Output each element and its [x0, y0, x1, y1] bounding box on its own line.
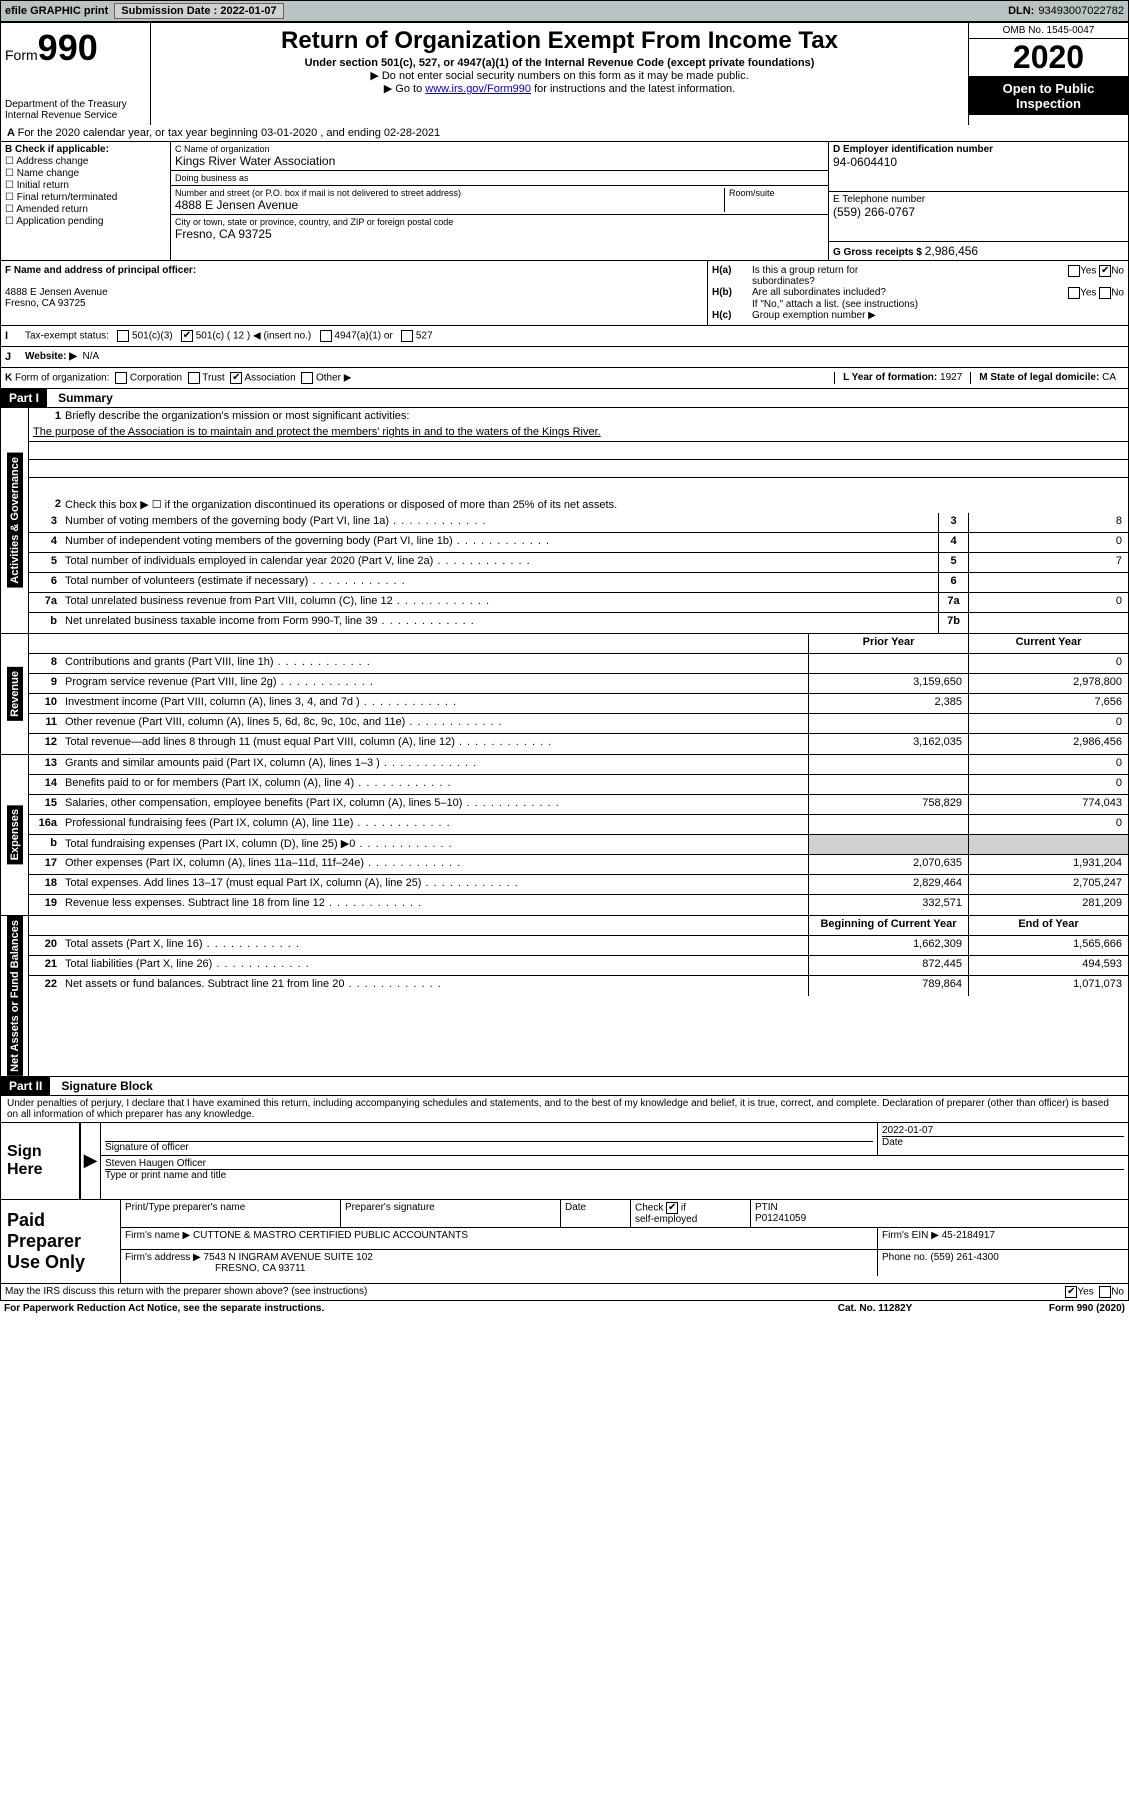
org-name: Kings River Water Association: [175, 154, 824, 168]
self-employed-checkbox[interactable]: [666, 1202, 678, 1214]
table-row: 20Total assets (Part X, line 16)1,662,30…: [29, 936, 1128, 956]
year-formation: 1927: [940, 372, 962, 383]
table-row: 13Grants and similar amounts paid (Part …: [29, 755, 1128, 775]
table-row: 14Benefits paid to or for members (Part …: [29, 775, 1128, 795]
form-title-box: Return of Organization Exempt From Incom…: [151, 23, 968, 125]
firm-name: CUTTONE & MASTRO CERTIFIED PUBLIC ACCOUN…: [193, 1230, 468, 1241]
table-row: 6Total number of volunteers (estimate if…: [29, 573, 1128, 593]
table-row: 17Other expenses (Part IX, column (A), l…: [29, 855, 1128, 875]
table-row: 16aProfessional fundraising fees (Part I…: [29, 815, 1128, 835]
table-row: 15Salaries, other compensation, employee…: [29, 795, 1128, 815]
tab-expenses: Expenses: [7, 805, 23, 864]
hb-yes-checkbox[interactable]: [1068, 287, 1080, 299]
discuss-no-checkbox[interactable]: [1099, 1286, 1111, 1298]
table-row: 8Contributions and grants (Part VIII, li…: [29, 654, 1128, 674]
part1-header: Part I: [1, 389, 47, 407]
year-box: OMB No. 1545-0047 2020 Open to Public In…: [968, 23, 1128, 125]
table-row: 3Number of voting members of the governi…: [29, 513, 1128, 533]
part2-header: Part II: [1, 1077, 50, 1095]
paid-preparer-label: Paid Preparer Use Only: [1, 1200, 121, 1283]
firm-addr: 7543 N INGRAM AVENUE SUITE 102: [204, 1252, 373, 1263]
box-h: H(a) Is this a group return for subordin…: [708, 261, 1128, 325]
efile-label: efile GRAPHIC print: [5, 5, 108, 17]
org-street: 4888 E Jensen Avenue: [175, 198, 724, 212]
sig-date: 2022-01-07: [882, 1125, 1124, 1136]
arrow-icon: ▶: [81, 1123, 101, 1199]
cat-no: Cat. No. 11282Y: [775, 1303, 975, 1314]
table-row: 5Total number of individuals employed in…: [29, 553, 1128, 573]
tab-revenue: Revenue: [7, 667, 23, 721]
ha-no-checkbox[interactable]: [1099, 265, 1111, 277]
dln-label: DLN:: [1008, 5, 1034, 17]
firm-ein: 45-2184917: [942, 1230, 995, 1241]
association-checkbox[interactable]: [230, 372, 242, 384]
box-b: B Check if applicable: ☐ Address change …: [1, 142, 171, 260]
perjury-statement: Under penalties of perjury, I declare th…: [0, 1096, 1129, 1122]
table-row: 12Total revenue—add lines 8 through 11 (…: [29, 734, 1128, 754]
table-row: bNet unrelated business taxable income f…: [29, 613, 1128, 633]
501c-checkbox[interactable]: [181, 330, 193, 342]
sign-here-label: Sign Here: [1, 1123, 81, 1199]
table-row: 4Number of independent voting members of…: [29, 533, 1128, 553]
mission: The purpose of the Association is to mai…: [29, 424, 1128, 442]
box-c: C Name of organization Kings River Water…: [171, 142, 828, 260]
ptin: P01241059: [755, 1213, 806, 1224]
website: N/A: [83, 351, 100, 362]
state-domicile: CA: [1102, 372, 1116, 383]
form-title: Return of Organization Exempt From Incom…: [155, 27, 964, 55]
tab-net-assets: Net Assets or Fund Balances: [7, 916, 23, 1076]
501c3-checkbox[interactable]: [117, 330, 129, 342]
box-f: F Name and address of principal officer:…: [1, 261, 708, 325]
irs-link[interactable]: www.irs.gov/Form990: [425, 83, 531, 95]
table-row: 19Revenue less expenses. Subtract line 1…: [29, 895, 1128, 915]
submission-date-btn[interactable]: Submission Date : 2022-01-07: [114, 3, 283, 19]
ein: 94-0604410: [833, 155, 1124, 169]
box-de: D Employer identification number 94-0604…: [828, 142, 1128, 260]
4947-checkbox[interactable]: [320, 330, 332, 342]
gross-receipts: 2,986,456: [925, 244, 978, 258]
tab-governance: Activities & Governance: [7, 453, 23, 588]
table-row: 10Investment income (Part VIII, column (…: [29, 694, 1128, 714]
tax-year-line: A For the 2020 calendar year, or tax yea…: [0, 125, 1129, 142]
discuss-yes-checkbox[interactable]: [1065, 1286, 1077, 1298]
form-id-box: Form990 Department of the Treasury Inter…: [1, 23, 151, 125]
top-toolbar: efile GRAPHIC print Submission Date : 20…: [0, 0, 1129, 22]
pra-notice: For Paperwork Reduction Act Notice, see …: [4, 1303, 775, 1314]
table-row: bTotal fundraising expenses (Part IX, co…: [29, 835, 1128, 855]
table-row: 21Total liabilities (Part X, line 26)872…: [29, 956, 1128, 976]
table-row: 11Other revenue (Part VIII, column (A), …: [29, 714, 1128, 734]
hb-no-checkbox[interactable]: [1099, 287, 1111, 299]
527-checkbox[interactable]: [401, 330, 413, 342]
table-row: 22Net assets or fund balances. Subtract …: [29, 976, 1128, 996]
table-row: 9Program service revenue (Part VIII, lin…: [29, 674, 1128, 694]
org-city: Fresno, CA 93725: [175, 227, 824, 241]
phone: (559) 266-0767: [833, 205, 1124, 219]
table-row: 18Total expenses. Add lines 13–17 (must …: [29, 875, 1128, 895]
ha-yes-checkbox[interactable]: [1068, 265, 1080, 277]
table-row: 7aTotal unrelated business revenue from …: [29, 593, 1128, 613]
dln-value: 93493007022782: [1038, 5, 1124, 17]
officer-name: Steven Haugen Officer: [105, 1158, 1124, 1169]
firm-phone: (559) 261-4300: [930, 1252, 998, 1263]
